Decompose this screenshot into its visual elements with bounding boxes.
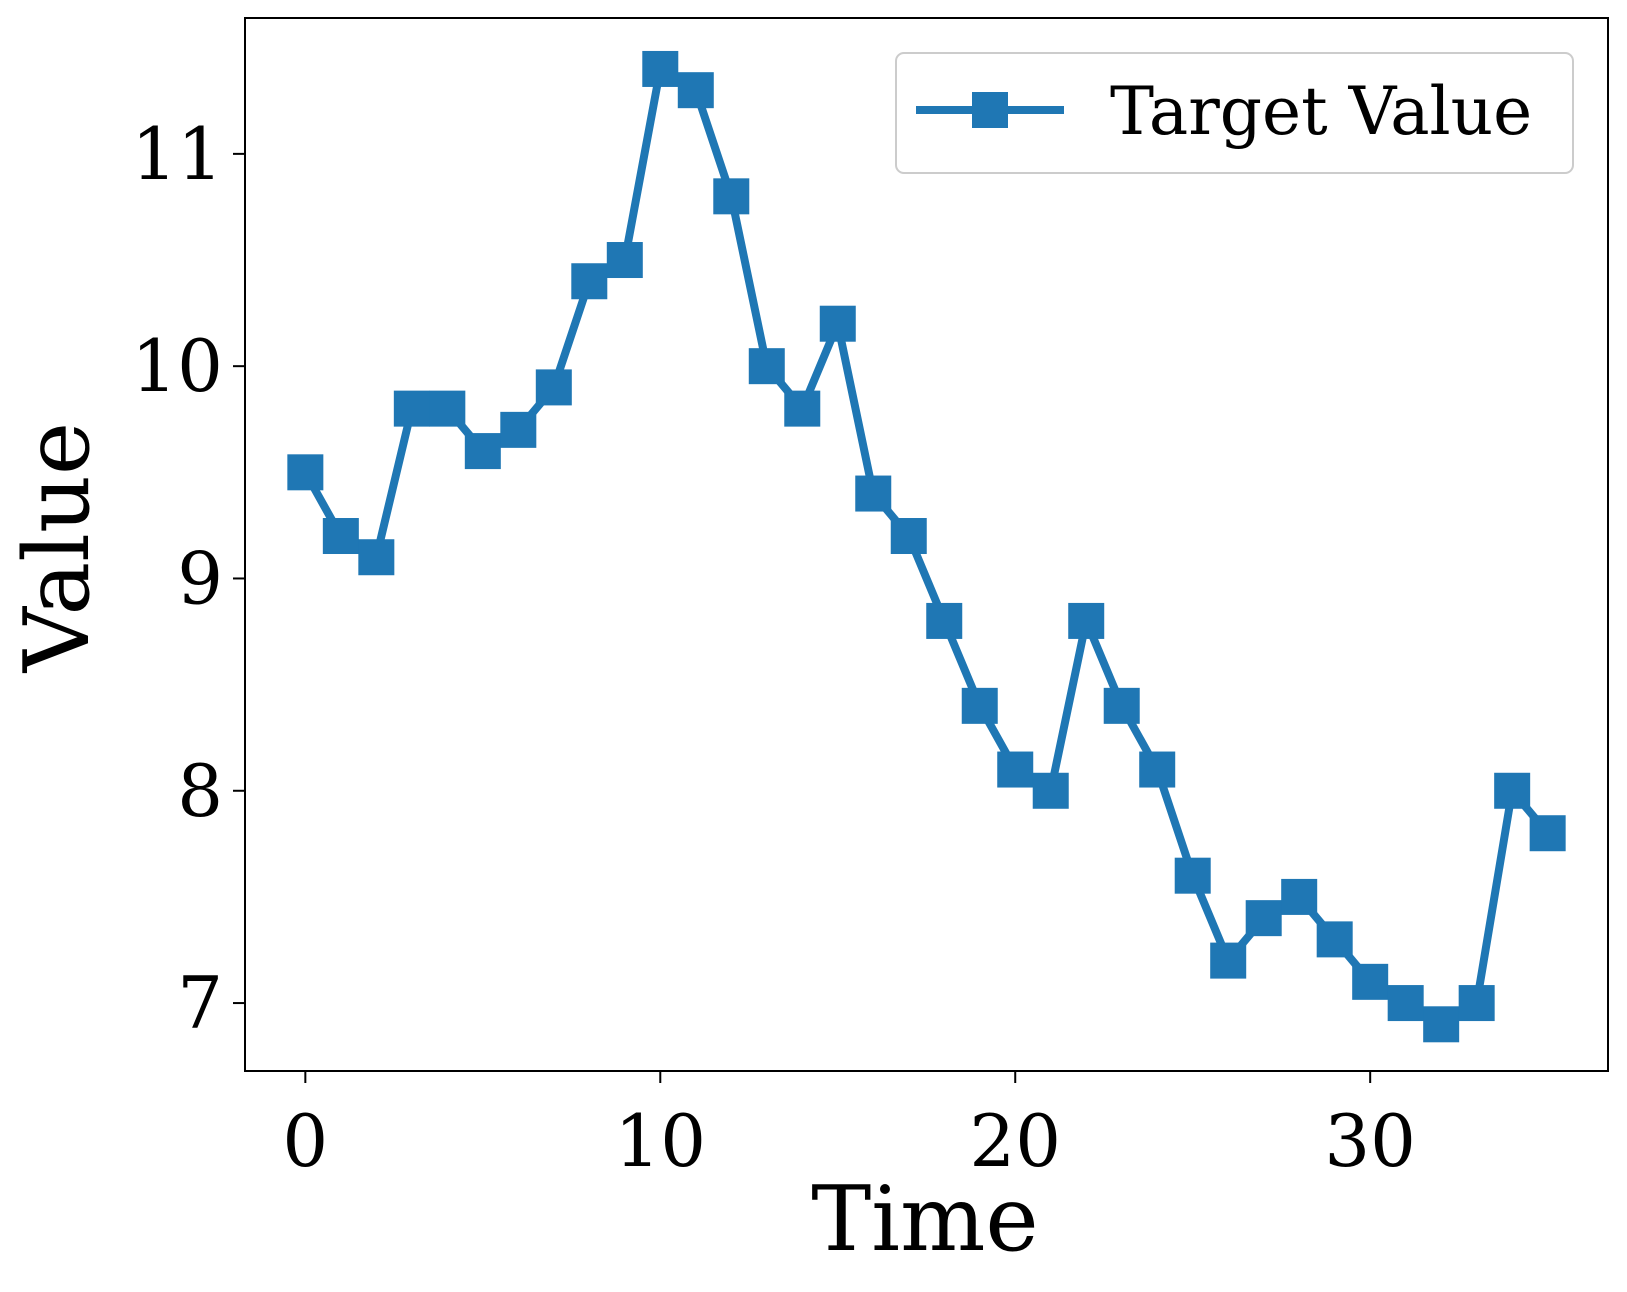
- y-axis-label: Value: [5, 422, 110, 673]
- y-axis-ticks: 7 8 9 10 11: [131, 112, 245, 1045]
- data-point-marker: [713, 178, 750, 215]
- legend-box: [895, 52, 1574, 174]
- y-tick-label: 7: [177, 961, 223, 1045]
- data-point-marker: [642, 50, 679, 87]
- data-point-marker: [1387, 985, 1424, 1022]
- x-tick-label: 30: [1324, 1099, 1416, 1183]
- data-point-marker: [997, 751, 1034, 788]
- y-tick-label: 11: [131, 112, 223, 196]
- y-tick-label: 9: [177, 536, 223, 620]
- data-point-marker: [500, 411, 537, 448]
- data-point-marker: [890, 518, 927, 555]
- data-point-marker: [393, 390, 430, 427]
- data-point-marker: [926, 602, 963, 639]
- data-point-marker: [784, 390, 821, 427]
- data-point-marker: [464, 433, 501, 470]
- legend: Target Value: [895, 52, 1574, 174]
- data-point-marker: [1068, 602, 1105, 639]
- x-tick-label: 10: [614, 1099, 706, 1183]
- data-point-marker: [322, 518, 359, 555]
- y-tick-label: 8: [177, 749, 223, 833]
- data-point-marker: [1494, 772, 1531, 809]
- data-point-marker: [1316, 921, 1353, 958]
- data-point-marker: [1423, 1006, 1460, 1043]
- data-point-marker: [535, 369, 572, 406]
- data-point-marker: [1174, 857, 1211, 894]
- series-layer: [287, 50, 1566, 1043]
- data-point-marker: [429, 390, 466, 427]
- legend-marker-swatch: [972, 92, 1008, 128]
- legend-label: Target Value: [1110, 73, 1532, 150]
- data-point-marker: [1281, 878, 1318, 915]
- data-point-marker: [855, 475, 892, 512]
- data-point-marker: [571, 263, 608, 300]
- data-point-marker: [961, 687, 998, 724]
- x-axis-ticks: 0 10 20 30: [282, 1071, 1416, 1183]
- data-point-marker: [677, 72, 714, 109]
- x-tick-label: 20: [969, 1099, 1061, 1183]
- data-point-marker: [819, 305, 856, 342]
- data-point-marker: [1103, 687, 1140, 724]
- data-point-marker: [1032, 772, 1069, 809]
- axes-frame: [244, 17, 1609, 1072]
- x-axis-label: Time: [811, 1167, 1038, 1272]
- data-point-marker: [1139, 751, 1176, 788]
- data-point-marker: [1529, 815, 1566, 852]
- data-point-marker: [1210, 942, 1247, 979]
- data-point-marker: [606, 242, 643, 279]
- data-point-marker: [1458, 985, 1495, 1022]
- x-tick-label: 0: [282, 1099, 328, 1183]
- y-tick-label: 10: [131, 324, 223, 408]
- data-point-marker: [1352, 963, 1389, 1000]
- data-point-marker: [748, 348, 785, 385]
- data-point-marker: [287, 454, 324, 491]
- data-point-marker: [358, 539, 395, 576]
- data-point-marker: [1245, 900, 1282, 937]
